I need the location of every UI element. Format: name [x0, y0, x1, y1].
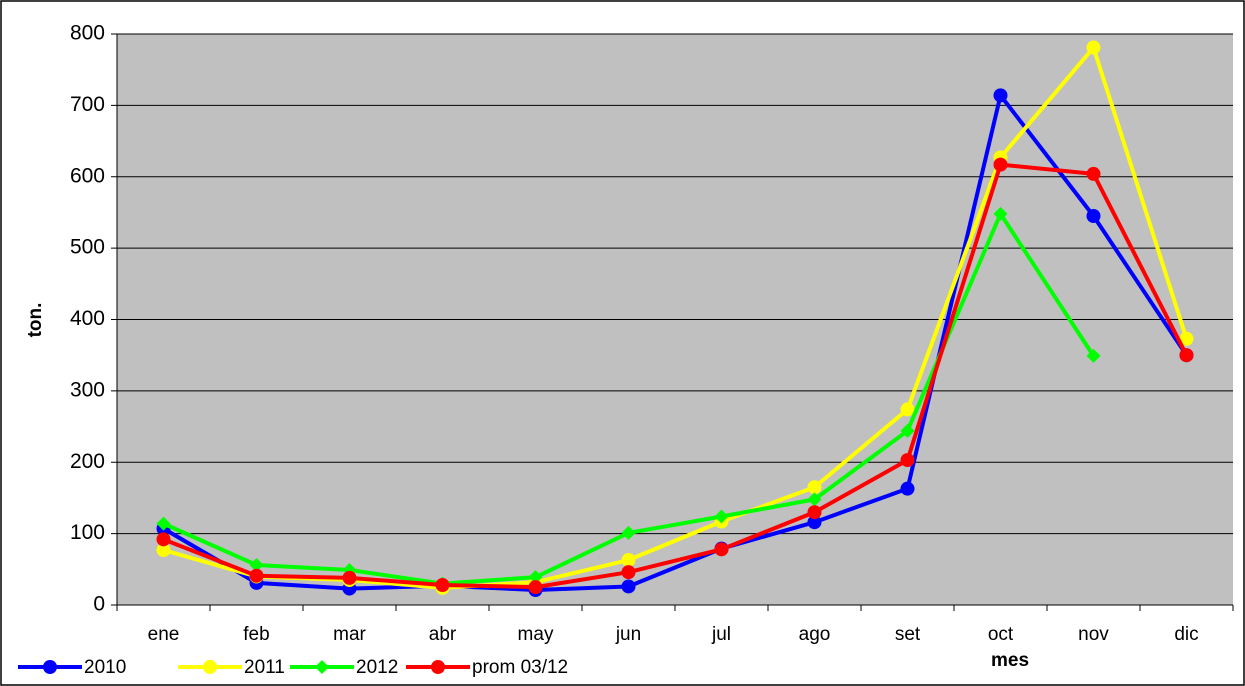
x-tick-label: jul	[711, 624, 731, 645]
legend-label: 2010	[84, 657, 126, 678]
point	[1179, 348, 1194, 363]
y-tick-label: 0	[93, 593, 105, 616]
legend-marker	[431, 660, 445, 674]
y-tick-label: 600	[70, 164, 105, 187]
x-tick-label: abr	[429, 624, 457, 645]
x-tick-label: mar	[333, 624, 366, 645]
point	[714, 509, 729, 524]
point	[528, 580, 543, 595]
point	[156, 532, 171, 547]
legend-label: 2011	[244, 657, 285, 678]
x-tick-label: ago	[799, 624, 831, 645]
point	[900, 453, 915, 468]
point	[1086, 348, 1101, 363]
point	[621, 579, 636, 594]
y-axis-label: ton.	[25, 303, 46, 338]
y-tick-label: 700	[70, 93, 105, 116]
series-line	[162, 162, 1189, 590]
point	[1179, 331, 1194, 346]
x-tick-label: ene	[148, 624, 180, 645]
point	[435, 578, 450, 593]
x-tick-label: may	[518, 624, 554, 645]
y-tick-label: 800	[70, 22, 105, 45]
point	[807, 480, 822, 495]
series-line	[162, 93, 1189, 593]
point	[342, 570, 357, 585]
x-tick-label: dic	[1174, 624, 1198, 645]
point	[807, 492, 822, 507]
y-tick-label: 300	[70, 378, 105, 401]
point	[807, 505, 822, 520]
y-tick-label: 400	[70, 307, 105, 330]
legend-item: prom 03/12	[406, 657, 568, 678]
y-tick-label: 200	[70, 450, 105, 473]
legend-item: 2010	[18, 657, 126, 678]
point	[156, 516, 171, 531]
point	[993, 206, 1008, 221]
y-tick-label: 500	[70, 236, 105, 259]
x-axis-label: mes	[991, 650, 1029, 671]
point	[900, 402, 915, 417]
x-tick-label: feb	[243, 624, 269, 645]
legend-label: 2012	[356, 657, 398, 678]
point	[1086, 166, 1101, 181]
x-tick-label: oct	[988, 624, 1014, 645]
point	[249, 568, 264, 583]
point	[807, 515, 822, 530]
x-tick-label: jun	[615, 624, 641, 645]
point	[621, 525, 636, 540]
point	[1086, 209, 1101, 224]
point	[993, 157, 1008, 172]
legend-marker	[315, 660, 329, 674]
legend-item: 2011	[178, 657, 285, 678]
point	[528, 570, 543, 585]
point	[714, 542, 729, 557]
point	[900, 423, 915, 438]
point	[993, 88, 1008, 103]
point	[156, 543, 171, 558]
legend-label: prom 03/12	[472, 657, 568, 678]
point	[621, 553, 636, 568]
legend-marker	[43, 660, 57, 674]
y-tick-label: 100	[70, 521, 105, 544]
x-tick-label: nov	[1078, 624, 1109, 645]
x-tick-label: set	[895, 624, 921, 645]
point	[1086, 40, 1101, 55]
point	[900, 481, 915, 496]
legend-item: 2012	[290, 657, 398, 678]
point	[621, 565, 636, 580]
point	[249, 558, 264, 573]
legend-marker	[203, 660, 217, 674]
